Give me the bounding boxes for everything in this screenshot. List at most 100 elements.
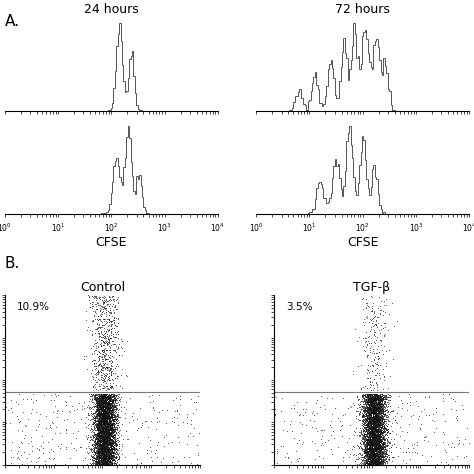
Point	[108, 456, 115, 463]
Point	[370, 441, 378, 449]
Point	[99, 460, 106, 468]
Point	[89, 419, 97, 427]
Point	[374, 411, 381, 419]
Point	[359, 412, 366, 419]
Point	[94, 410, 102, 418]
Point	[99, 455, 107, 462]
Point	[371, 424, 378, 431]
Point	[370, 456, 378, 463]
Point	[96, 438, 104, 445]
Point	[101, 404, 109, 412]
Point	[365, 429, 372, 437]
Point	[103, 427, 110, 435]
Point	[109, 451, 116, 458]
Point	[110, 456, 118, 464]
Point	[366, 434, 374, 441]
Point	[100, 413, 108, 420]
Point	[370, 418, 378, 425]
Point	[106, 436, 113, 443]
Point	[104, 400, 112, 408]
Point	[99, 449, 106, 457]
Point	[370, 441, 378, 448]
Point	[109, 379, 117, 386]
Point	[377, 446, 384, 454]
Point	[96, 437, 103, 444]
Point	[97, 438, 104, 445]
Point	[371, 459, 378, 466]
Point	[370, 444, 377, 451]
Point	[382, 301, 390, 309]
Point	[99, 390, 106, 398]
Point	[372, 403, 379, 410]
Point	[40, 438, 47, 446]
Point	[106, 459, 113, 466]
Point	[371, 440, 378, 448]
Point	[91, 449, 98, 456]
Point	[378, 398, 386, 406]
Point	[13, 454, 20, 462]
Point	[107, 438, 114, 446]
Point	[363, 439, 371, 447]
Point	[374, 432, 382, 439]
Point	[94, 434, 101, 442]
Point	[100, 449, 107, 457]
Point	[372, 391, 379, 398]
Point	[105, 399, 112, 406]
Point	[113, 396, 121, 404]
Point	[100, 433, 107, 441]
Point	[378, 445, 385, 452]
Point	[293, 439, 301, 447]
Point	[103, 446, 111, 454]
Point	[100, 366, 107, 374]
Point	[67, 440, 74, 447]
Point	[369, 419, 377, 427]
Point	[364, 459, 371, 467]
Point	[90, 459, 97, 466]
Point	[115, 453, 122, 461]
Point	[92, 405, 100, 412]
Point	[370, 413, 378, 420]
Point	[87, 397, 95, 404]
Point	[110, 431, 118, 438]
Point	[102, 442, 109, 449]
Point	[104, 400, 112, 408]
Point	[101, 418, 109, 425]
Point	[374, 410, 381, 418]
Point	[385, 392, 393, 399]
Point	[368, 447, 376, 454]
Point	[370, 415, 377, 423]
Point	[376, 396, 384, 404]
Point	[103, 416, 111, 423]
Point	[357, 440, 365, 447]
Point	[375, 435, 383, 442]
Point	[113, 410, 121, 418]
Point	[371, 327, 378, 334]
Point	[368, 434, 376, 442]
Point	[97, 455, 105, 463]
Point	[376, 393, 383, 401]
Point	[100, 435, 108, 443]
Point	[373, 390, 380, 398]
Point	[376, 398, 384, 405]
Point	[373, 457, 381, 465]
Point	[103, 450, 111, 457]
Point	[103, 412, 111, 419]
Point	[364, 459, 372, 466]
Point	[97, 453, 105, 461]
Point	[104, 449, 112, 457]
Point	[91, 414, 99, 421]
Point	[97, 434, 104, 441]
Point	[101, 414, 109, 421]
Point	[371, 406, 379, 414]
Point	[94, 312, 101, 320]
Point	[39, 444, 46, 451]
Point	[105, 428, 112, 436]
Point	[371, 439, 379, 447]
Point	[110, 394, 118, 401]
Point	[360, 408, 367, 415]
Point	[377, 447, 384, 455]
Point	[370, 406, 378, 414]
Point	[99, 409, 107, 417]
Point	[109, 461, 116, 468]
Point	[94, 370, 101, 377]
